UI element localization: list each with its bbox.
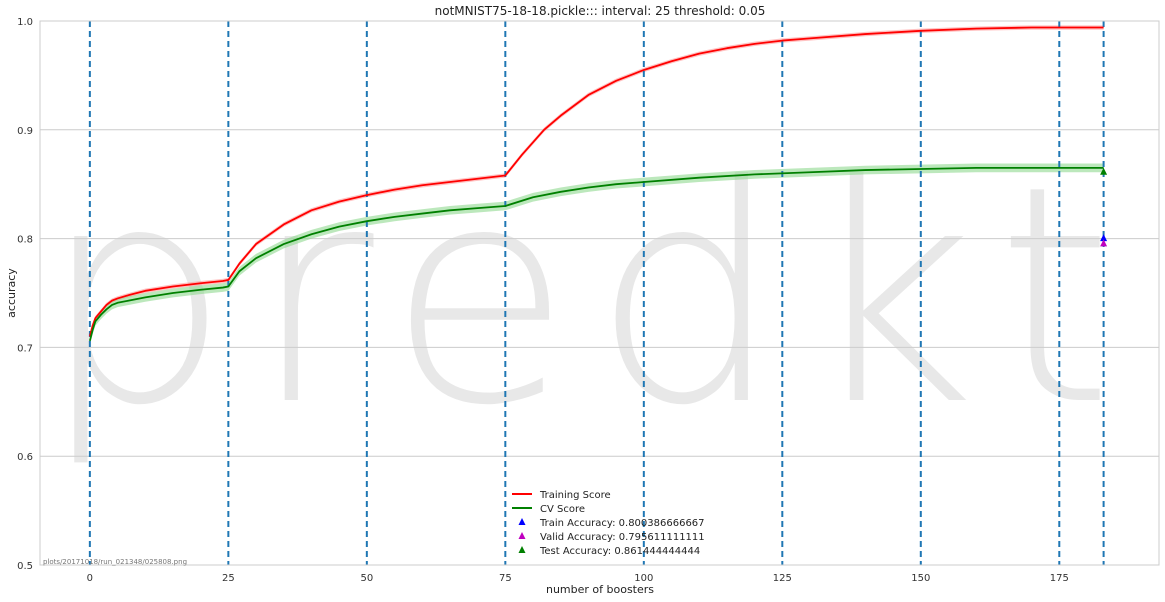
plot-filename: plots/20171018/run_021348/025808.png (43, 558, 187, 566)
y-tick-label: 0.9 (17, 126, 33, 137)
x-tick-label: 25 (222, 573, 235, 584)
x-axis-ticks: 0 25 50 75 100 125 150 175 (87, 573, 1069, 584)
y-tick-label: 0.6 (17, 452, 33, 463)
x-tick-label: 100 (634, 573, 653, 584)
legend-marker-train-accuracy (518, 518, 526, 525)
x-tick-label: 150 (911, 573, 930, 584)
x-tick-label: 125 (773, 573, 792, 584)
legend: Training Score CV Score Train Accuracy: … (512, 490, 705, 557)
plot-frame (39, 20, 1160, 566)
x-axis-label: number of boosters (546, 583, 654, 596)
marker-train-accuracy (1100, 234, 1108, 242)
x-tick-label: 50 (360, 573, 373, 584)
legend-marker-test-accuracy (518, 546, 526, 553)
legend-marker-valid-accuracy (518, 532, 526, 539)
legend-label-cv-score: CV Score (540, 504, 585, 515)
x-tick-label: 175 (1050, 573, 1069, 584)
legend-label-train-accuracy: Train Accuracy: 0.800386666667 (539, 518, 705, 529)
marker-valid-accuracy (1100, 239, 1108, 247)
accuracy-markers (1100, 167, 1108, 247)
legend-label-valid-accuracy: Valid Accuracy: 0.795611111111 (540, 532, 705, 543)
x-tick-label: 0 (87, 573, 93, 584)
y-axis-ticks: 0.5 0.6 0.7 0.8 0.9 1.0 (17, 17, 33, 572)
y-tick-label: 0.8 (17, 235, 33, 246)
marker-test-accuracy (1100, 167, 1108, 175)
x-tick-label: 75 (499, 573, 512, 584)
y-tick-label: 0.7 (17, 343, 33, 354)
chart-title: notMNIST75-18-18.pickle::: interval: 25 … (435, 4, 766, 18)
line-cv-score (88, 166, 1104, 342)
y-tick-label: 0.5 (17, 561, 33, 572)
line-training-score (88, 26, 1104, 337)
series-lines (88, 26, 1104, 342)
interval-lines (88, 21, 1105, 565)
watermark: predkt.io (40, 122, 1165, 471)
y-axis-label: accuracy (5, 268, 18, 318)
legend-label-training-score: Training Score (539, 490, 611, 501)
y-tick-label: 1.0 (17, 17, 33, 28)
legend-label-test-accuracy: Test Accuracy: 0.861444444444 (539, 546, 700, 557)
